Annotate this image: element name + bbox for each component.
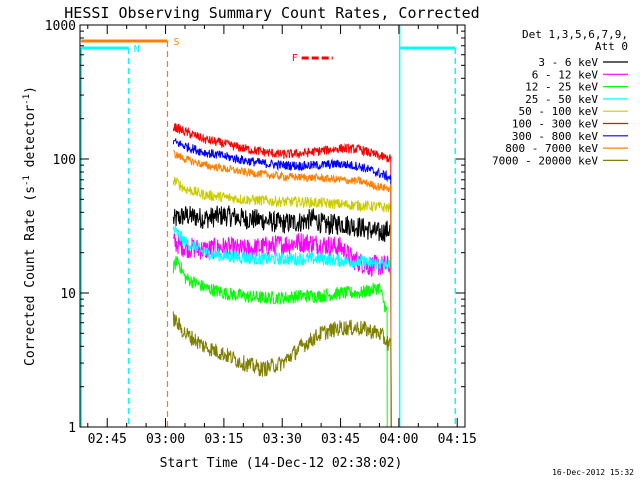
chart-title: HESSI Observing Summary Count Rates, Cor… — [64, 4, 479, 22]
legend-entry-label: 12 - 25 keV — [525, 81, 598, 94]
y-axis-label: Corrected Count Rate (s-1 detector-1) — [22, 86, 38, 366]
legend-header-1: Det 1,3,5,6,7,9, — [522, 28, 628, 41]
saa-label: S — [174, 37, 180, 48]
series-line-6 — [172, 138, 392, 428]
timestamp: 16-Dec-2012 15:32 — [552, 468, 634, 477]
x-tick-label: 03:30 — [263, 432, 302, 447]
legend-entry-label: 800 - 7000 keV — [505, 142, 598, 155]
series-line-0 — [172, 205, 392, 428]
data-layer: N S F — [80, 25, 457, 428]
y-axis-label-sup1: -1 — [22, 175, 32, 186]
y-tick-label: 1000 — [45, 19, 76, 34]
series-line-4 — [172, 176, 392, 428]
x-axis-label: Start Time (14-Dec-12 02:38:02) — [160, 456, 403, 471]
legend-entry-label: 50 - 100 keV — [519, 105, 599, 118]
x-tick-label: 03:15 — [204, 432, 243, 447]
x-tick-label: 03:45 — [321, 432, 360, 447]
series-line-3 — [172, 225, 392, 428]
night-label: N — [134, 44, 140, 55]
legend-entry-label: 100 - 300 keV — [512, 118, 598, 131]
series-line-8 — [172, 311, 392, 428]
axis-layer: 02:45 03:00 03:15 03:30 03:45 04:00 04:15 1 10 10… — [45, 19, 477, 447]
x-tick-label: 04:00 — [379, 432, 418, 447]
legend-entry-label: 3 - 6 keV — [538, 56, 598, 69]
y-axis-label-main: Corrected Count Rate (s — [23, 186, 38, 366]
series-line-7 — [172, 149, 392, 428]
y-axis-label-mid: detector — [23, 105, 38, 176]
series-line-1 — [172, 233, 392, 428]
flare-label: F — [292, 53, 298, 64]
legend-header-2: Att 0 — [595, 40, 628, 53]
plot-frame — [79, 24, 466, 428]
y-axis-label-sup2: -1 — [22, 94, 32, 105]
y-tick-label: 1 — [68, 421, 76, 436]
legend-entry-label: 300 - 800 keV — [512, 130, 598, 143]
x-tick-label: 02:45 — [88, 432, 127, 447]
x-tick-label: 03:00 — [146, 432, 185, 447]
y-tick-label: 10 — [60, 287, 76, 302]
series-line-2 — [172, 255, 388, 428]
series-line-5 — [172, 123, 392, 428]
legend-entry-label: 25 - 50 keV — [525, 93, 598, 106]
y-axis-label-end: ) — [23, 86, 38, 94]
legend-entry-label: 7000 - 20000 keV — [492, 154, 598, 167]
x-tick-label: 04:15 — [438, 432, 477, 447]
y-tick-label: 100 — [53, 153, 76, 168]
legend-entry-label: 6 - 12 keV — [532, 68, 599, 81]
